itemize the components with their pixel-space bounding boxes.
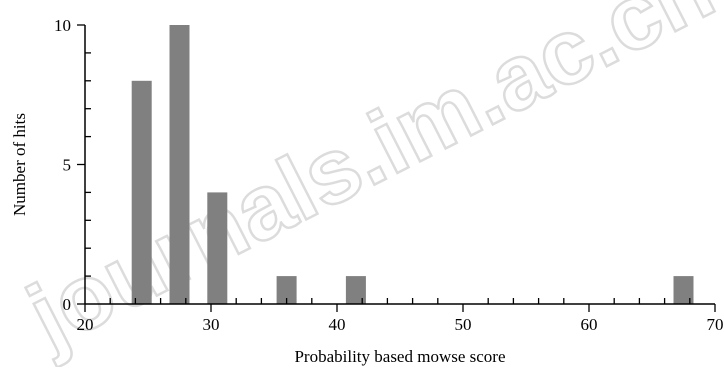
x-axis-title: Probability based mowse score: [294, 347, 505, 366]
bar-1: [169, 25, 190, 304]
x-tick-label: 40: [329, 315, 346, 334]
watermark-text: journals.im.ac.cn: [11, 0, 724, 367]
bar-2: [207, 192, 228, 304]
bars: [131, 25, 694, 304]
watermark: journals.im.ac.cn: [10, 0, 724, 370]
x-tick-label: 50: [455, 315, 472, 334]
bar-0: [131, 80, 152, 304]
y-tick-label: 0: [63, 295, 72, 314]
bar-3: [276, 276, 297, 304]
ticks: 20 30 40 50 60 70 0 5 10: [54, 16, 724, 334]
x-tick-label: 60: [581, 315, 598, 334]
y-axis-title: Number of hits: [10, 113, 29, 216]
bar-5: [673, 276, 694, 304]
y-tick-label: 5: [63, 156, 72, 175]
x-tick-label: 70: [707, 315, 724, 334]
bar-4: [345, 276, 366, 304]
y-tick-label: 10: [54, 16, 71, 35]
x-tick-label: 20: [77, 315, 94, 334]
x-tick-label: 30: [203, 315, 220, 334]
